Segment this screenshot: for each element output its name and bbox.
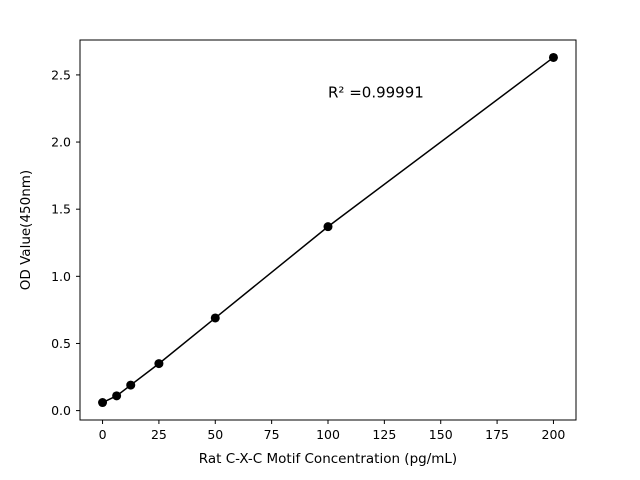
x-tick-label: 0 — [99, 427, 107, 442]
x-axis-label: Rat C-X-C Motif Concentration (pg/mL) — [199, 451, 457, 467]
y-tick-label: 1.5 — [51, 202, 71, 217]
y-axis-label: OD Value(450nm) — [18, 170, 34, 290]
x-tick-label: 125 — [372, 427, 396, 442]
data-point — [323, 222, 333, 232]
data-point — [154, 359, 164, 369]
x-tick-label: 50 — [207, 427, 223, 442]
y-tick-label: 1.0 — [51, 269, 71, 284]
x-tick-label: 200 — [542, 427, 566, 442]
x-tick-label: 150 — [429, 427, 453, 442]
y-tick-label: 0.0 — [51, 403, 71, 418]
data-point — [548, 52, 558, 62]
y-tick-label: 0.5 — [51, 336, 71, 351]
r-squared-annotation: R² =0.99991 — [328, 84, 424, 102]
y-tick-label: 2.5 — [51, 67, 71, 82]
data-point — [126, 380, 136, 390]
data-point — [98, 398, 108, 408]
data-point — [112, 391, 122, 401]
data-point — [210, 313, 220, 323]
y-tick-label: 2.0 — [51, 135, 71, 150]
x-tick-label: 175 — [485, 427, 509, 442]
x-tick-label: 100 — [316, 427, 340, 442]
x-tick-label: 75 — [264, 427, 280, 442]
x-tick-label: 25 — [151, 427, 167, 442]
